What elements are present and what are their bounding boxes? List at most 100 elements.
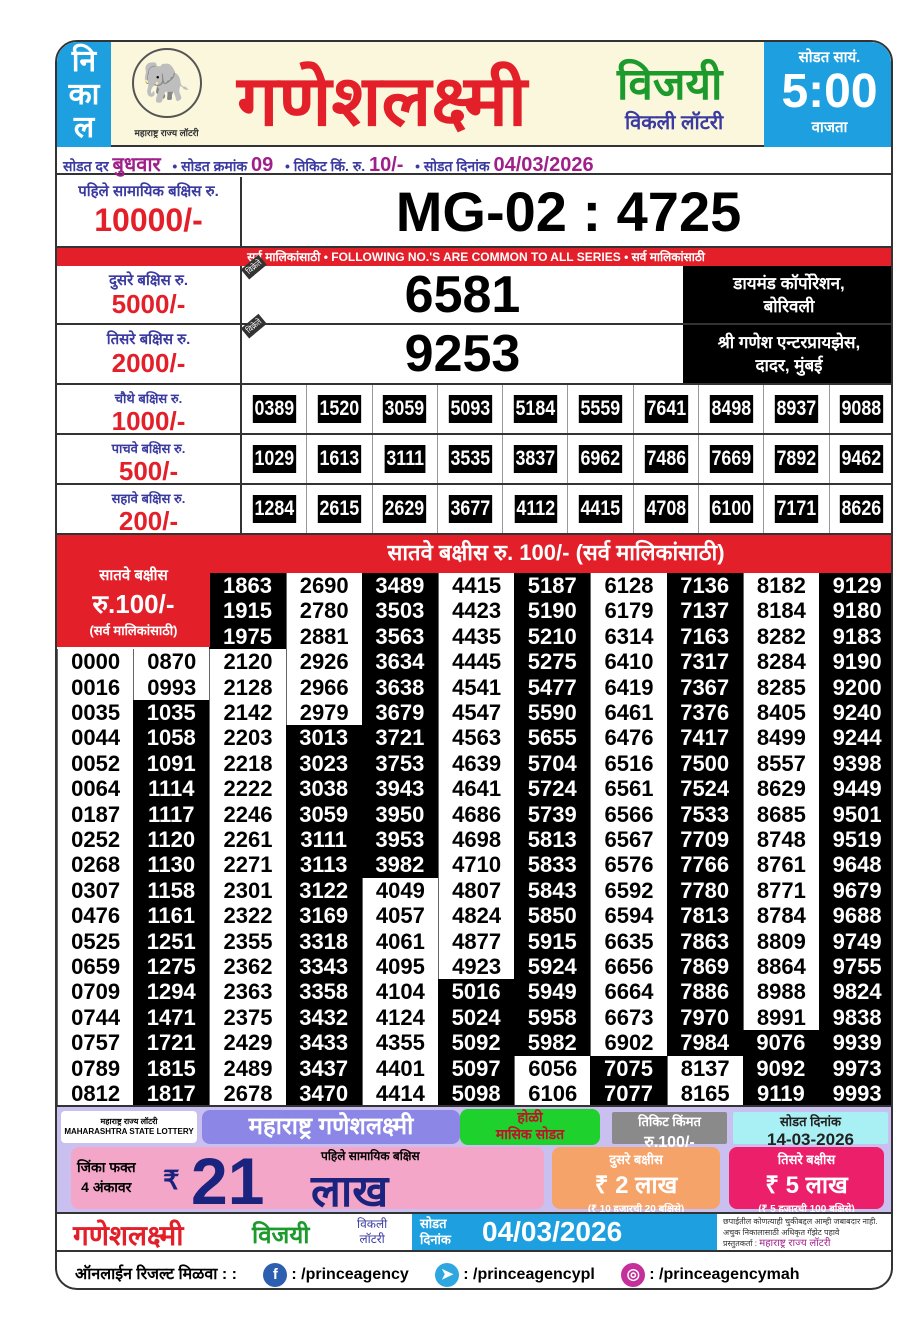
seventh-prize-number: 8182 <box>742 573 819 599</box>
social-links: ऑनलाईन रिजल्ट मिळवा : : f: /princeagency… <box>57 1252 891 1288</box>
state-lottery-logo: 🐘 महाराष्ट्र राज्य लॉटरी <box>119 48 214 143</box>
facebook-link[interactable]: : /princeagency <box>291 1266 409 1283</box>
winning-number: 5093 <box>448 395 492 423</box>
seventh-prize-number: 3122 <box>285 877 362 904</box>
winning-number: 7486 <box>644 445 688 473</box>
lottery-subtitle: विजयी <box>617 60 723 109</box>
third-prize-label: तिसरे बक्षिस रु. 2000/- <box>57 325 242 383</box>
nikal-2: का <box>68 78 100 111</box>
winning-number: 3677 <box>448 495 492 523</box>
seventh-prize-number: 6314 <box>590 623 667 650</box>
seller-location: दादर, मुंबई <box>755 356 823 375</box>
winning-number: 7641 <box>644 395 688 423</box>
seventh-prize-number: 3358 <box>285 979 362 1005</box>
seventh-prize-number: 4639 <box>438 750 515 777</box>
fifth-prize-label: पाचवे बक्षिस रु. 500/- <box>57 435 242 485</box>
seventh-prize-number: 4641 <box>438 776 515 802</box>
seventh-prize-number: 2246 <box>209 801 286 827</box>
nikal-3: ल <box>73 111 95 144</box>
draw-time-label: सोडत सायं. <box>798 49 861 66</box>
date-label: • सोडत दिनांक <box>415 158 490 174</box>
seventh-prize-number: 4824 <box>438 903 515 929</box>
rupee-icon: ₹ <box>163 1165 180 1195</box>
number-cell: 8937 <box>764 385 830 433</box>
seventh-prize-number: 0000 <box>57 649 134 675</box>
seventh-prize-number: 6461 <box>590 700 667 726</box>
seventh-prize-number: 8405 <box>742 700 819 726</box>
seventh-prize-number: 2375 <box>209 1004 286 1031</box>
winning-number: 2629 <box>383 495 427 523</box>
ad-third-note: (₹ 5 हजारची 100 बक्षिसे) <box>758 1204 855 1215</box>
seventh-prize-number: 7524 <box>666 776 743 802</box>
seventh-prize-number: 3169 <box>285 903 362 929</box>
seventh-prize-number: 5187 <box>514 573 591 599</box>
second-prize-number: 6581 <box>404 266 521 324</box>
seventh-prize-number: 8184 <box>742 598 819 624</box>
first-prize-row: पहिले सामायिक बक्षिस रु. 10000/- MG-02 : … <box>57 177 891 248</box>
sixth-prize-row: सहावे बक्षिस रु. 200/- 1284 2615 2629 3677 411… <box>57 485 891 535</box>
seventh-prize-number: 7417 <box>666 725 743 751</box>
seventh-prize-number: 7984 <box>666 1030 743 1056</box>
fifth-prize-row: पाचवे बक्षिस रु. 500/- 1029 1613 3111 3535 383… <box>57 435 891 485</box>
seventh-prize-number: 5739 <box>514 801 591 827</box>
seventh-prize-number: 5210 <box>514 623 591 650</box>
seventh-prize-number: 1091 <box>133 750 210 777</box>
seventh-prize-number: 7780 <box>666 877 743 904</box>
seventh-prize-number: 7137 <box>666 598 743 624</box>
seventh-prize-number: 3437 <box>285 1055 362 1081</box>
winning-number: 7171 <box>774 495 819 523</box>
seventh-prize-number: 1058 <box>133 725 210 751</box>
ad-first-amount: 21 <box>191 1144 265 1218</box>
winning-number: 1613 <box>317 445 361 473</box>
seventh-prize-number: 2926 <box>285 649 362 675</box>
telegram-link[interactable]: : /princeagencypl <box>463 1266 595 1283</box>
winning-number: 6100 <box>709 495 753 523</box>
nikal-1: नि <box>71 45 97 78</box>
facebook-icon[interactable]: f <box>263 1262 288 1287</box>
winning-number: 0389 <box>252 395 296 423</box>
winning-number: 9462 <box>840 445 884 473</box>
seventh-prize-number: 8165 <box>666 1081 743 1107</box>
winning-number: 9088 <box>840 395 884 423</box>
seventh-prize-number: 3638 <box>361 674 438 700</box>
seventh-prize-number: 2780 <box>285 598 362 624</box>
winning-number: 7669 <box>709 445 753 473</box>
winning-number: 3111 <box>384 445 426 473</box>
instagram-link[interactable]: : /princeagencymah <box>649 1266 800 1283</box>
seventh-prize-number: 2881 <box>285 623 362 650</box>
seventh-prize-number: 2120 <box>209 649 286 675</box>
telegram-icon[interactable]: ➤ <box>435 1262 460 1287</box>
seventh-prize-number: 6179 <box>590 598 667 624</box>
seventh-prize-number: 2222 <box>209 776 286 802</box>
ad-second-note: (₹ 10 हजारची 20 बक्षिसे) <box>587 1204 685 1215</box>
second-prize-label: दुसरे बक्षिस रु. 5000/- <box>57 266 242 323</box>
footer-title: गणेशलक्ष्मी <box>73 1220 184 1251</box>
seventh-prize-number: 1130 <box>133 852 210 878</box>
prize-amount: 5000/- <box>111 289 186 319</box>
instagram-icon[interactable]: ◎ <box>621 1262 646 1287</box>
common-series-band: सर्व मालिकांसाठी • FOLLOWING NO.'S ARE C… <box>57 248 891 266</box>
seventh-prize-number: 2678 <box>209 1081 286 1107</box>
seventh-prize-number: 4923 <box>438 954 515 980</box>
seventh-prize-number: 8771 <box>742 877 819 904</box>
seventh-prize-number: 1975 <box>209 623 286 650</box>
footer-date-box: सोडत दिनांक 04/03/2026 <box>412 1214 717 1250</box>
seventh-prize-number: 5016 <box>438 979 515 1005</box>
seventh-prize-number: 1721 <box>133 1030 210 1056</box>
footer-date: 04/03/2026 <box>482 1216 623 1247</box>
seventh-prize-number: 6419 <box>590 674 667 700</box>
seventh-prize-number: 8284 <box>742 649 819 675</box>
prize-amount: 10000/- <box>94 202 203 238</box>
number-cell: 3059 <box>373 385 438 433</box>
ad-second-amount: ₹ 2 लाख <box>594 1172 678 1199</box>
seventh-prize-number: 6594 <box>590 903 667 929</box>
seventh-prize-number: 4414 <box>361 1081 438 1107</box>
seventh-prize-number: 2966 <box>285 674 362 700</box>
seventh-prize-number: 3113 <box>285 852 362 878</box>
logo-caption: महाराष्ट्र राज्य लॉटरी <box>134 128 199 138</box>
seventh-prize-number: 9398 <box>819 750 891 777</box>
seventh-prize-number: 0252 <box>57 827 134 853</box>
ad-first-unit: लाख <box>311 1167 389 1216</box>
seventh-prize-number: 0476 <box>57 903 134 929</box>
elephant-seal-icon: 🐘 <box>131 48 202 118</box>
